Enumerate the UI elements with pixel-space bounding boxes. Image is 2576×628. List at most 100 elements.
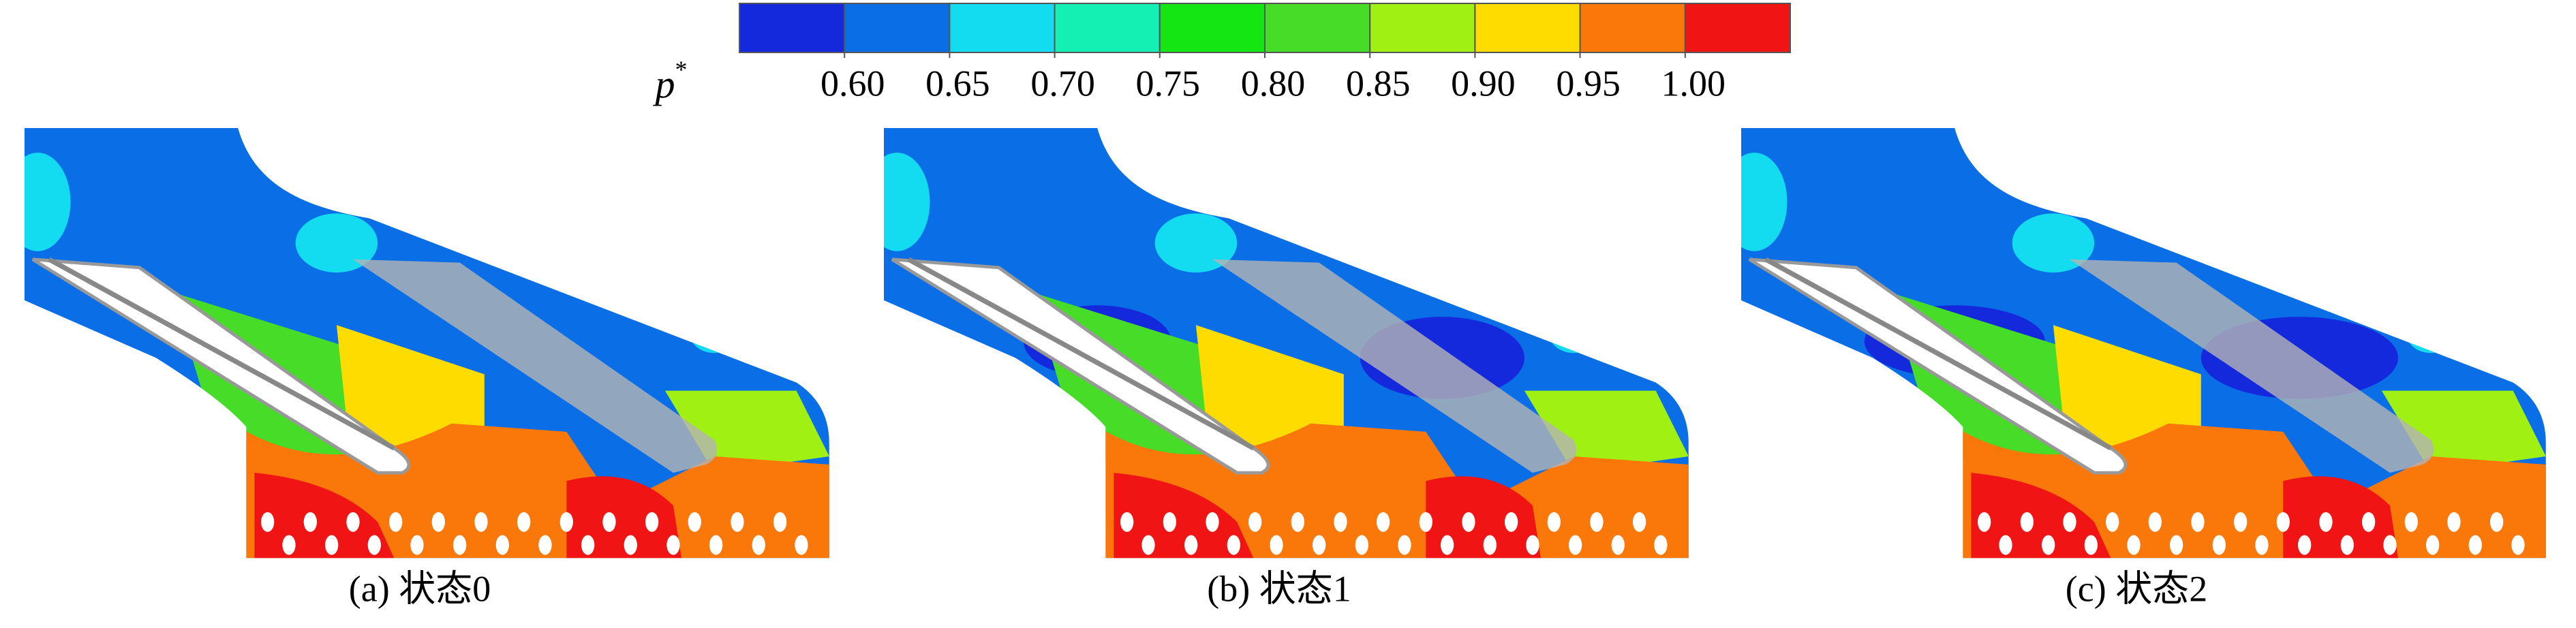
cooling-hole <box>1206 512 1219 532</box>
contour-fill <box>25 128 829 559</box>
region-cyan <box>1154 213 1238 273</box>
blade <box>891 257 1270 475</box>
cooling-hole <box>346 512 360 532</box>
color-swatch <box>1369 3 1476 53</box>
cooling-hole <box>2276 512 2290 532</box>
blade <box>1212 259 1577 473</box>
tick-label: 0.70 <box>1030 63 1095 104</box>
cooling-hole <box>474 512 488 532</box>
cooling-hole <box>1632 512 1646 532</box>
tick-label: 0.85 <box>1346 63 1411 104</box>
region-cyan <box>2406 313 2456 354</box>
cooling-hole <box>2361 512 2376 532</box>
cooling-hole <box>1611 535 1625 555</box>
cooling-hole <box>303 512 317 532</box>
tick-label: 0.80 <box>1241 63 1306 104</box>
cooling-hole <box>282 535 296 555</box>
cooling-hole <box>2020 512 2034 532</box>
cooling-hole <box>559 512 573 532</box>
cooling-hole <box>1654 535 1668 555</box>
panel-caption: (b) 状态1 <box>1207 568 1351 609</box>
cooling-hole <box>731 512 744 532</box>
cooling-hole <box>1270 535 1283 555</box>
panel-caption: (c) 状态2 <box>2066 568 2207 609</box>
cooling-hole <box>325 535 339 555</box>
cooling-hole <box>1999 535 2012 555</box>
cooling-hole <box>2234 512 2248 532</box>
blade <box>48 257 395 451</box>
region-blue <box>25 128 829 559</box>
cooling-hole <box>453 535 467 555</box>
cooling-hole <box>2106 512 2119 532</box>
cooling-hole <box>1163 512 1176 532</box>
cooling-hole <box>2511 535 2525 555</box>
cooling-hole <box>709 535 723 555</box>
cooling-hole <box>581 535 595 555</box>
cooling-hole <box>1483 535 1497 555</box>
cooling-hole <box>752 535 765 555</box>
cooling-hole <box>1568 535 1582 555</box>
contour-panel <box>1741 128 2546 559</box>
cooling-hole <box>1526 535 1539 555</box>
cooling-hole <box>1547 512 1561 532</box>
cooling-hole <box>602 512 616 532</box>
cooling-hole <box>2425 535 2440 555</box>
cooling-hole <box>2489 512 2504 532</box>
region-blue <box>884 128 1689 559</box>
tick-label: 0.65 <box>925 63 990 104</box>
tick-label: 0.75 <box>1136 63 1201 104</box>
color-swatch <box>949 3 1056 53</box>
region-cyan <box>690 313 739 354</box>
color-swatch <box>1579 3 1686 53</box>
cooling-hole <box>2297 535 2312 555</box>
blade <box>1748 257 2128 475</box>
tick-label: 0.95 <box>1556 63 1621 104</box>
cooling-hole <box>2383 535 2397 555</box>
region-cyan <box>1741 153 1788 251</box>
panel-caption: (a) 状态0 <box>349 568 491 609</box>
region-cyan <box>295 213 378 273</box>
cooling-hole <box>389 512 403 532</box>
region-blue <box>1741 128 2546 559</box>
blade <box>2070 259 2434 473</box>
cooling-hole <box>1248 512 1262 532</box>
cooling-hole <box>261 512 275 532</box>
region-red <box>1426 476 1542 559</box>
cooling-hole <box>645 512 659 532</box>
cooling-hole <box>1120 512 1134 532</box>
cooling-hole <box>2340 535 2354 555</box>
cooling-hole <box>2447 512 2461 532</box>
cooling-hole <box>538 535 552 555</box>
cooling-hole <box>1419 512 1432 532</box>
color-swatch <box>1159 3 1266 53</box>
region-cyan <box>1549 313 1599 354</box>
cooling-hole <box>431 512 445 532</box>
cooling-hole <box>2063 512 2076 532</box>
tick-label: 0.60 <box>821 63 885 104</box>
contour-panel <box>25 128 829 559</box>
cooling-hole <box>666 535 680 555</box>
blade <box>353 259 718 473</box>
cooling-hole <box>688 512 701 532</box>
cooling-hole <box>2170 535 2183 555</box>
cooling-hole <box>2148 512 2162 532</box>
cooling-hole <box>2042 535 2055 555</box>
cooling-hole <box>2404 512 2418 532</box>
contour-panel <box>884 128 1689 559</box>
color-swatch <box>844 3 951 53</box>
cooling-hole <box>495 535 509 555</box>
superscript: * <box>675 56 688 83</box>
cooling-hole <box>624 535 637 555</box>
cooling-hole <box>1141 535 1155 555</box>
cooling-hole <box>2468 535 2482 555</box>
cooling-hole <box>2084 535 2098 555</box>
cooling-hole <box>2255 535 2269 555</box>
color-swatch <box>1474 3 1581 53</box>
cooling-hole <box>1978 512 1991 532</box>
cooling-hole <box>1377 512 1390 532</box>
colorbar-symbol: p* <box>653 56 688 106</box>
color-swatch <box>1264 3 1371 53</box>
region-cyan <box>2012 213 2095 273</box>
cooling-hole <box>2319 512 2333 532</box>
